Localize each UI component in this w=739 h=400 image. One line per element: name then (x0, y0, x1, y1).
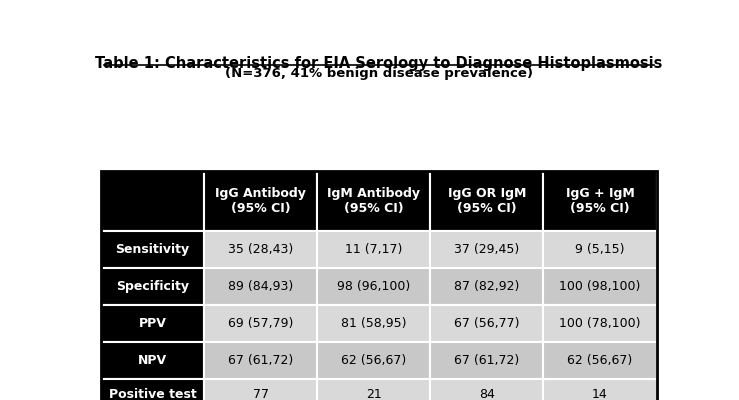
Text: Table 1: Characteristics for EIA Serology to Diagnose Histoplasmosis: Table 1: Characteristics for EIA Serolog… (95, 56, 662, 71)
Bar (101, 342, 204, 379)
Text: 81 (58,95): 81 (58,95) (341, 317, 406, 330)
Text: IgM Antibody
(95% CI): IgM Antibody (95% CI) (327, 187, 420, 215)
Bar (317, 305, 430, 342)
Text: PPV: PPV (139, 317, 166, 330)
Text: 100 (78,100): 100 (78,100) (559, 317, 641, 330)
Text: IgG OR IgM
(95% CI): IgG OR IgM (95% CI) (448, 187, 526, 215)
Bar (543, 268, 656, 305)
Bar (430, 268, 543, 305)
Text: IgG + IgM
(95% CI): IgG + IgM (95% CI) (565, 187, 634, 215)
Text: NPV: NPV (138, 354, 167, 367)
Bar (317, 268, 430, 305)
Text: 9 (5,15): 9 (5,15) (575, 243, 624, 256)
Text: 100 (98,100): 100 (98,100) (559, 280, 641, 293)
Text: 67 (56,77): 67 (56,77) (454, 317, 520, 330)
Text: 37 (29,45): 37 (29,45) (454, 243, 520, 256)
Bar (101, 171, 204, 231)
Text: Specificity: Specificity (116, 280, 189, 293)
Text: (N=376, 41% benign disease prevalence): (N=376, 41% benign disease prevalence) (225, 67, 533, 80)
Text: 11 (7,17): 11 (7,17) (345, 243, 403, 256)
Text: 84
(28): 84 (28) (474, 388, 500, 400)
Bar (204, 268, 317, 305)
Bar (430, 379, 543, 400)
Text: 14
(0): 14 (0) (591, 388, 609, 400)
Bar (543, 171, 656, 231)
Bar (101, 171, 656, 400)
Bar (317, 231, 430, 268)
Text: 98 (96,100): 98 (96,100) (337, 280, 410, 293)
Bar (543, 342, 656, 379)
Bar (543, 305, 656, 342)
Bar (317, 171, 430, 231)
Text: IgG Antibody
(95% CI): IgG Antibody (95% CI) (215, 187, 306, 215)
Bar (204, 305, 317, 342)
Text: Positive test
(cancer): Positive test (cancer) (109, 388, 197, 400)
Bar (101, 268, 204, 305)
Bar (204, 379, 317, 400)
Text: 62 (56,67): 62 (56,67) (341, 354, 406, 367)
Bar (204, 231, 317, 268)
Bar (543, 231, 656, 268)
Text: 69 (57,79): 69 (57,79) (228, 317, 293, 330)
Text: 87 (82,92): 87 (82,92) (454, 280, 520, 293)
Bar (204, 342, 317, 379)
Text: 35 (28,43): 35 (28,43) (228, 243, 293, 256)
Bar (543, 379, 656, 400)
Text: Sensitivity: Sensitivity (115, 243, 190, 256)
Text: 67 (61,72): 67 (61,72) (228, 354, 293, 367)
Bar (101, 379, 204, 400)
Bar (317, 342, 430, 379)
Bar (101, 231, 204, 268)
Bar (430, 171, 543, 231)
Text: 62 (56,67): 62 (56,67) (568, 354, 633, 367)
Bar (430, 305, 543, 342)
Bar (430, 342, 543, 379)
Text: 77
(24): 77 (24) (248, 388, 273, 400)
Bar (101, 305, 204, 342)
Bar (430, 231, 543, 268)
Text: 21
(4): 21 (4) (365, 388, 383, 400)
Text: 67 (61,72): 67 (61,72) (454, 354, 520, 367)
Text: 89 (84,93): 89 (84,93) (228, 280, 293, 293)
Bar (204, 171, 317, 231)
Bar (317, 379, 430, 400)
